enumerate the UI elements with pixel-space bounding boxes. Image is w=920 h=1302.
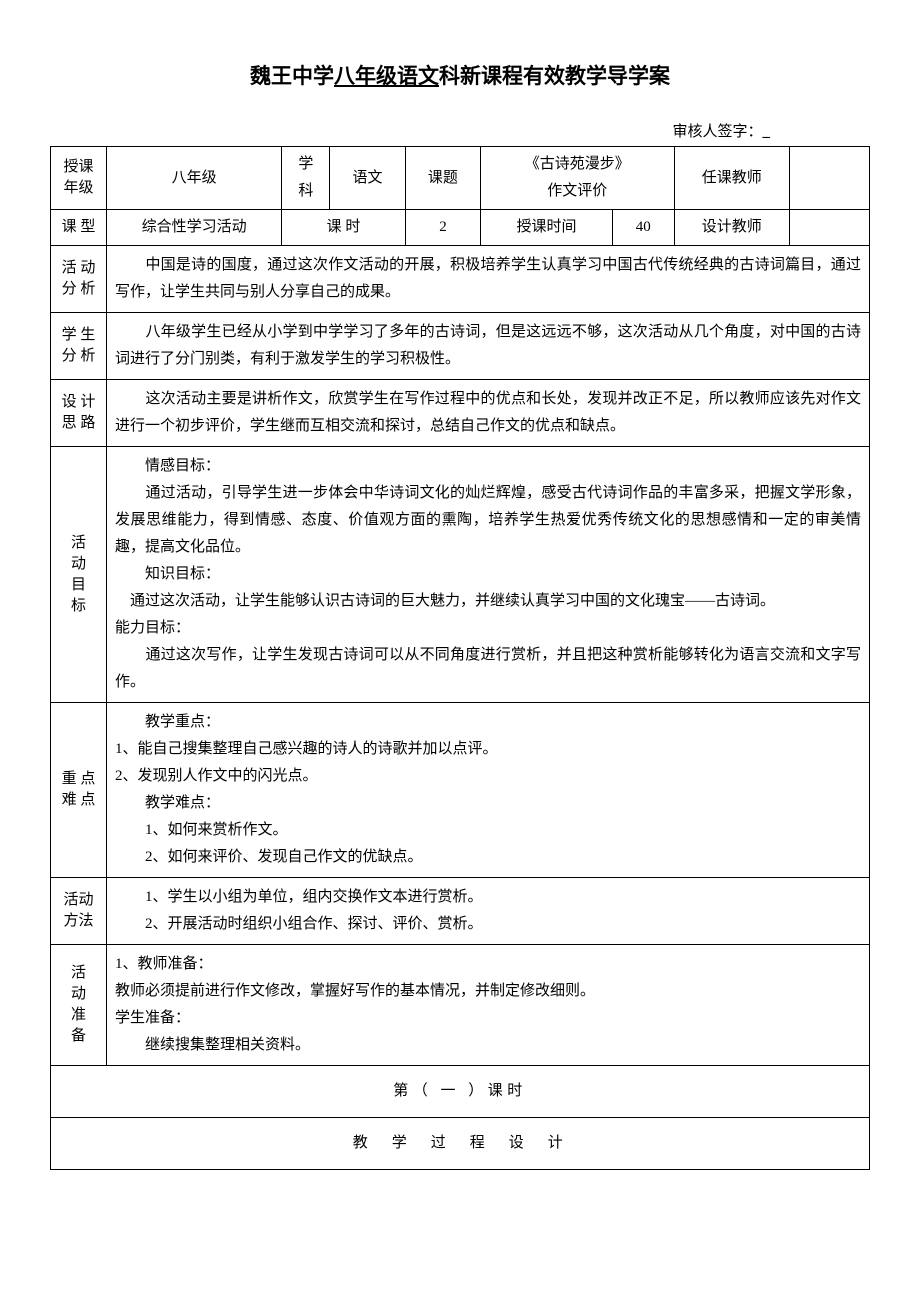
activity-analysis-label: 活 动分 析 — [51, 246, 107, 313]
student-analysis-label: 学 生分 析 — [51, 313, 107, 380]
keypoints-content: 教学重点：1、能自己搜集整理自己感兴趣的诗人的诗歌并加以点评。2、发现别人作文中… — [107, 703, 870, 878]
method-label: 活动方法 — [51, 878, 107, 945]
method-content: 1、学生以小组为单位，组内交换作文本进行赏析。 2、开展活动时组织小组合作、探讨… — [107, 878, 870, 945]
title-grade: 八年级 — [334, 64, 397, 88]
subject-label: 学科 — [282, 147, 330, 210]
keypoints-label: 重 点难 点 — [51, 703, 107, 878]
goals-content: 情感目标： 通过活动，引导学生进一步体会中华诗词文化的灿烂辉煌，感受古代诗词作品… — [107, 447, 870, 703]
designer-label: 设计教师 — [674, 210, 790, 246]
lesson-section-row: 第（ 一 ）课时 — [51, 1066, 870, 1118]
grade-value: 八年级 — [107, 147, 282, 210]
lesson-plan-table: 授课年级 八年级 学科 语文 课题 《古诗苑漫步》作文评价 任课教师 课 型 综… — [50, 146, 870, 1170]
goals-row: 活动目标 情感目标： 通过活动，引导学生进一步体会中华诗词文化的灿烂辉煌，感受古… — [51, 447, 870, 703]
title-prefix: 魏王中学 — [250, 64, 334, 88]
design-idea-row: 设 计思 路 这次活动主要是讲析作文，欣赏学生在写作过程中的优点和长处，发现并改… — [51, 380, 870, 447]
grade-label: 授课年级 — [51, 147, 107, 210]
reviewer-signature: 审核人签字：_ — [50, 120, 870, 141]
student-analysis-content: 八年级学生已经从小学到中学学习了多年的古诗词，但是这远远不够，这次活动从几个角度… — [107, 313, 870, 380]
signature-label: 审核人签字： — [672, 124, 762, 140]
prep-content: 1、教师准备：教师必须提前进行作文修改，掌握好写作的基本情况，并制定修改细则。学… — [107, 945, 870, 1066]
prep-row: 活动准备 1、教师准备：教师必须提前进行作文修改，掌握好写作的基本情况，并制定修… — [51, 945, 870, 1066]
design-idea-content: 这次活动主要是讲析作文，欣赏学生在写作过程中的优点和长处，发现并改正不足，所以教… — [107, 380, 870, 447]
time-label: 授课时间 — [481, 210, 613, 246]
title-suffix: 科新课程有效教学导学案 — [439, 64, 670, 88]
type-value: 综合性学习活动 — [107, 210, 282, 246]
title-subject: 语文 — [397, 64, 439, 88]
method-row: 活动方法 1、学生以小组为单位，组内交换作文本进行赏析。 2、开展活动时组织小组… — [51, 878, 870, 945]
period-value: 2 — [405, 210, 480, 246]
design-idea-label: 设 计思 路 — [51, 380, 107, 447]
process-section: 教 学 过 程 设 计 — [51, 1118, 870, 1170]
document-title: 魏王中学八年级语文科新课程有效教学导学案 — [50, 60, 870, 90]
teacher-label: 任课教师 — [674, 147, 790, 210]
header-row-2: 课 型 综合性学习活动 课 时 2 授课时间 40 设计教师 — [51, 210, 870, 246]
type-label: 课 型 — [51, 210, 107, 246]
prep-label: 活动准备 — [51, 945, 107, 1066]
header-row-1: 授课年级 八年级 学科 语文 课题 《古诗苑漫步》作文评价 任课教师 — [51, 147, 870, 210]
lesson-section: 第（ 一 ）课时 — [51, 1066, 870, 1118]
period-label: 课 时 — [282, 210, 405, 246]
time-value: 40 — [612, 210, 674, 246]
signature-value: _ — [763, 124, 771, 140]
goals-label: 活动目标 — [51, 447, 107, 703]
designer-value — [790, 210, 870, 246]
student-analysis-row: 学 生分 析 八年级学生已经从小学到中学学习了多年的古诗词，但是这远远不够，这次… — [51, 313, 870, 380]
teacher-value — [790, 147, 870, 210]
topic-label: 课题 — [405, 147, 480, 210]
keypoints-row: 重 点难 点 教学重点：1、能自己搜集整理自己感兴趣的诗人的诗歌并加以点评。2、… — [51, 703, 870, 878]
topic-value: 《古诗苑漫步》作文评价 — [481, 147, 674, 210]
process-section-row: 教 学 过 程 设 计 — [51, 1118, 870, 1170]
subject-value: 语文 — [330, 147, 405, 210]
activity-analysis-row: 活 动分 析 中国是诗的国度，通过这次作文活动的开展，积极培养学生认真学习中国古… — [51, 246, 870, 313]
activity-analysis-content: 中国是诗的国度，通过这次作文活动的开展，积极培养学生认真学习中国古代传统经典的古… — [107, 246, 870, 313]
